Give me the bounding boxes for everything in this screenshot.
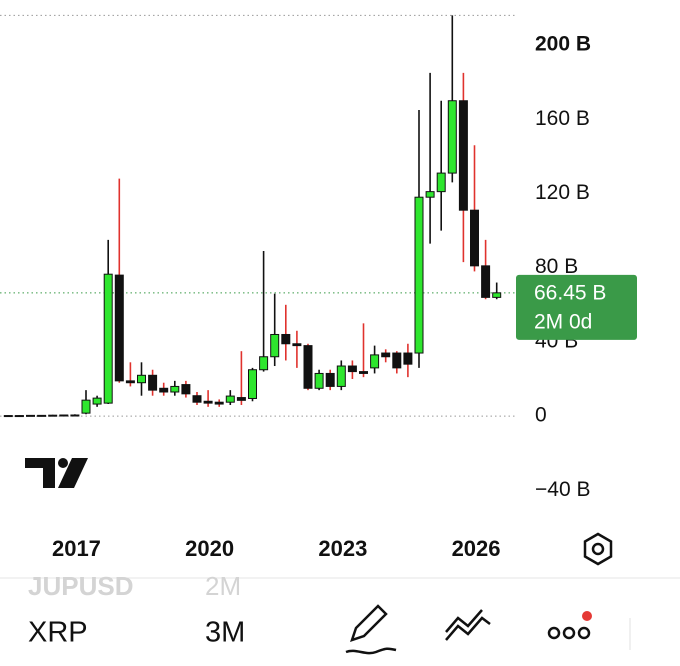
candle-body xyxy=(125,380,135,384)
tradingview-logo xyxy=(25,458,88,488)
candle-body xyxy=(181,384,191,395)
price-tag-countdown: 2M 0d xyxy=(534,310,592,333)
indicators-icon[interactable] xyxy=(445,609,491,641)
candle-body xyxy=(347,365,357,373)
candle-body xyxy=(14,415,24,418)
candle-body xyxy=(159,387,169,393)
candle-body xyxy=(403,352,413,365)
candle-body xyxy=(270,333,280,358)
interval[interactable]: 3M xyxy=(205,617,245,649)
x-tick-label: 2026 xyxy=(452,536,501,561)
candle-body xyxy=(3,415,13,418)
candle-body xyxy=(37,414,47,417)
candle-body xyxy=(214,401,224,405)
x-tick-label: 2023 xyxy=(318,536,367,561)
price-tag-value: 66.45 B xyxy=(534,281,606,304)
candle-body xyxy=(325,372,335,387)
x-tick-label: 2020 xyxy=(185,536,234,561)
candle-body xyxy=(103,273,113,404)
candle-body xyxy=(248,369,257,399)
candle-body xyxy=(336,365,346,387)
candle-body xyxy=(492,292,502,298)
candle-body xyxy=(470,209,479,267)
candle-body xyxy=(81,399,91,414)
y-tick-label: 120 B xyxy=(535,181,590,204)
y-tick-label: 160 B xyxy=(535,107,590,130)
previous-interval[interactable]: 2M xyxy=(205,571,241,601)
candle-body xyxy=(170,385,180,393)
candle-body xyxy=(70,414,80,417)
candle-body xyxy=(359,371,368,374)
candle-body xyxy=(281,333,291,345)
candle-body xyxy=(114,274,124,382)
x-tick-label: 2017 xyxy=(52,536,101,561)
candle-body xyxy=(203,400,213,404)
symbol[interactable]: XRP xyxy=(28,617,88,649)
candle-body xyxy=(392,352,402,369)
y-tick-label: 80 B xyxy=(535,255,578,278)
notification-badge xyxy=(582,611,592,621)
candle-body xyxy=(292,343,302,347)
candle-body xyxy=(26,414,35,417)
drawing-tool-icon[interactable] xyxy=(345,604,397,655)
previous-symbol[interactable]: JUPUSD xyxy=(28,571,133,601)
candle-body xyxy=(481,265,491,298)
candle-body xyxy=(259,356,269,371)
candle-body xyxy=(236,397,246,401)
candle-body xyxy=(314,372,324,389)
y-tick-label: 0 xyxy=(535,404,547,427)
candle-body xyxy=(303,345,313,389)
price-tag xyxy=(516,274,637,340)
candle-body xyxy=(225,395,235,403)
candle-body xyxy=(192,395,202,403)
settings-icon[interactable] xyxy=(583,532,613,566)
more-icon[interactable] xyxy=(547,626,591,640)
candle-body xyxy=(414,196,424,354)
candle-body xyxy=(447,100,457,174)
candle-body xyxy=(148,374,158,391)
candle-body xyxy=(59,414,69,417)
candle-body xyxy=(370,354,380,369)
candle-body xyxy=(92,397,102,405)
candle-body xyxy=(436,172,446,193)
candle-body xyxy=(458,100,468,211)
y-tick-label: 200 B xyxy=(535,33,591,56)
candle-body xyxy=(137,374,146,384)
y-tick-label: −40 B xyxy=(535,478,590,501)
candle-body xyxy=(48,414,58,417)
candle-body xyxy=(381,352,391,358)
candle-body xyxy=(425,191,435,198)
